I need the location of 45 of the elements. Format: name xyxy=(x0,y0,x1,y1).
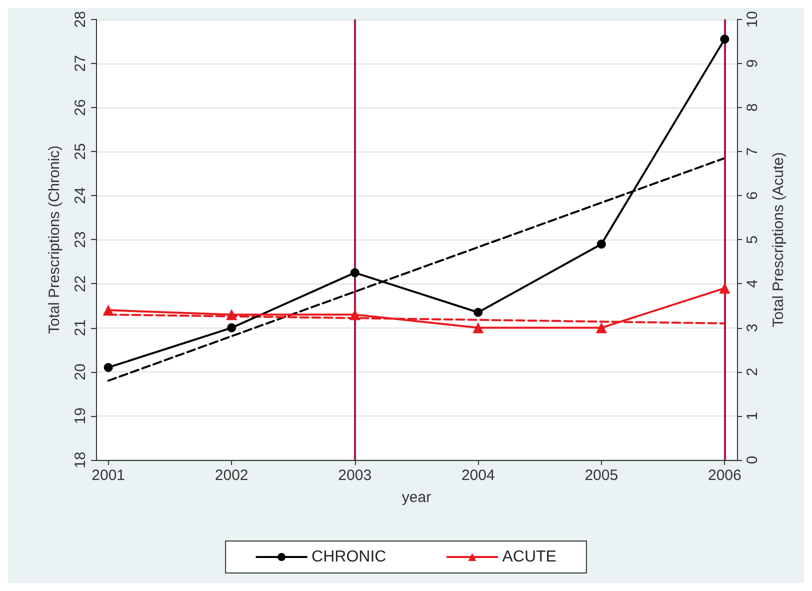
y2-tick-label: 5 xyxy=(744,236,761,244)
y-tick-label: 21 xyxy=(72,319,89,336)
y2-tick-label: 6 xyxy=(744,191,761,200)
y-tick-label: 23 xyxy=(72,231,89,248)
y2-tick-label: 10 xyxy=(744,11,761,28)
legend-label: CHRONIC xyxy=(312,548,386,566)
point xyxy=(472,322,484,334)
y-tick-label: 20 xyxy=(72,364,89,380)
y2-tick-label: 8 xyxy=(744,103,761,112)
point xyxy=(104,362,113,372)
x-tick-label: 2004 xyxy=(461,467,495,484)
point xyxy=(226,309,238,320)
y-tick-label: 28 xyxy=(72,11,89,28)
point xyxy=(719,282,730,294)
y-tick-label: 25 xyxy=(72,143,89,160)
y-tick-label: 27 xyxy=(72,55,89,72)
y-tick-label: 24 xyxy=(72,187,89,204)
y2-axis-title: Total Prescriptions (Acute) xyxy=(770,152,787,328)
point xyxy=(474,308,483,317)
point xyxy=(596,240,606,249)
y-axis-title: Total Prescriptions (Chronic) xyxy=(46,145,63,334)
y2-tick-label: 7 xyxy=(744,147,761,156)
point xyxy=(720,34,730,44)
y-tick-label: 22 xyxy=(72,275,89,292)
x-tick-label: 2006 xyxy=(708,467,742,484)
y-tick-label: 26 xyxy=(72,99,89,116)
y2-tick-label: 0 xyxy=(744,456,761,464)
point xyxy=(227,323,236,332)
x-tick-label: 2001 xyxy=(92,467,126,484)
point xyxy=(350,268,360,278)
x-tick-label: 2002 xyxy=(214,467,248,484)
point xyxy=(596,322,607,334)
y-tick-label: 18 xyxy=(72,452,89,468)
y2-tick-label: 2 xyxy=(744,368,761,376)
y2-tick-label: 4 xyxy=(744,280,761,288)
x-tick-label: 2003 xyxy=(338,467,372,484)
y2-tick-label: 9 xyxy=(744,59,761,68)
point xyxy=(102,304,114,316)
legend-label: ACUTE xyxy=(502,548,556,566)
point xyxy=(349,309,360,320)
x-tick-label: 2005 xyxy=(584,467,618,484)
x-axis-title: year xyxy=(402,489,432,506)
y2-tick-label: 1 xyxy=(744,412,761,420)
y-tick-label: 19 xyxy=(72,408,89,424)
y2-tick-label: 3 xyxy=(744,324,761,332)
